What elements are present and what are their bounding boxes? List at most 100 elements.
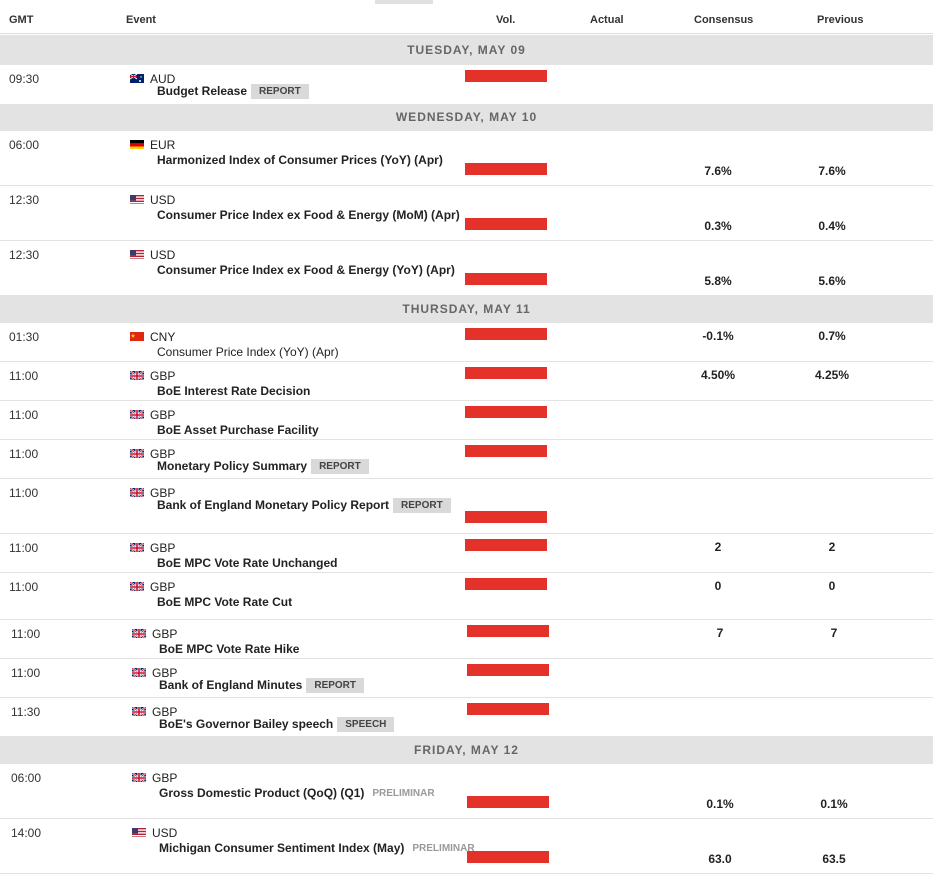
volatility-bar xyxy=(465,511,547,523)
event-name[interactable]: BoE Interest Rate Decision xyxy=(157,384,311,398)
event-name[interactable]: BoE's Governor Bailey speech xyxy=(159,717,334,731)
table-row[interactable]: 01:30 CNY Consumer Price Index (YoY) (Ap… xyxy=(0,323,933,362)
column-consensus[interactable]: Consensus xyxy=(694,14,754,26)
event-name[interactable]: Michigan Consumer Sentiment Index (May) xyxy=(159,841,405,855)
event-name[interactable]: Bank of England Minutes xyxy=(159,678,303,692)
column-actual[interactable]: Actual xyxy=(590,14,624,26)
event-time: 11:00 xyxy=(9,408,39,422)
table-row[interactable]: 11:00 GBP BoE Asset Purchase Facility xyxy=(0,401,933,440)
event-currency: USD xyxy=(152,826,178,840)
volatility-bar xyxy=(465,218,547,230)
event-time: 11:00 xyxy=(9,369,39,383)
consensus-value: 7 xyxy=(716,626,724,640)
day-header: TUESDAY, MAY 09 xyxy=(0,35,933,65)
event-name-wrap: BoE Interest Rate Decision xyxy=(157,384,310,398)
previous-value: 0 xyxy=(828,579,836,593)
volatility-bar xyxy=(467,851,549,863)
consensus-value: -0.1% xyxy=(702,329,734,343)
volatility-bar xyxy=(467,796,549,808)
gb-flag-icon xyxy=(132,706,146,716)
event-name-wrap: BoE Asset Purchase Facility xyxy=(157,423,319,437)
consensus-value: 63.0 xyxy=(708,852,732,866)
day-header: WEDNESDAY, MAY 10 xyxy=(0,105,933,131)
top-scroll-indicator xyxy=(375,0,433,4)
consensus-value: 2 xyxy=(714,540,722,554)
table-row[interactable]: 14:00 USD Michigan Consumer Sentiment In… xyxy=(0,819,933,874)
report-tag[interactable]: REPORT xyxy=(311,459,369,474)
event-name-wrap: Gross Domestic Product (QoQ) (Q1) PRELIMI… xyxy=(159,786,439,800)
event-name[interactable]: Consumer Price Index ex Food & Energy (M… xyxy=(157,208,460,222)
us-flag-icon xyxy=(130,194,144,204)
day-label: THURSDAY, MAY 11 xyxy=(402,302,531,316)
event-time: 11:00 xyxy=(9,541,39,555)
event-name[interactable]: BoE Asset Purchase Facility xyxy=(157,423,319,437)
event-name[interactable]: BoE MPC Vote Rate Hike xyxy=(159,642,300,656)
us-flag-icon xyxy=(132,827,146,837)
consensus-value: 4.50% xyxy=(700,368,736,382)
gb-flag-icon xyxy=(130,542,144,552)
gb-flag-icon xyxy=(130,370,144,380)
event-time: 11:00 xyxy=(11,627,41,641)
table-row[interactable]: 11:00 GBP Bank of England Monetary Polic… xyxy=(0,479,933,534)
previous-value: 63.5 xyxy=(822,852,846,866)
column-gmt[interactable]: GMT xyxy=(9,14,34,26)
event-name[interactable]: Monetary Policy Summary xyxy=(157,459,308,473)
table-row[interactable]: 06:00 EUR Harmonized Index of Consumer P… xyxy=(0,131,933,186)
previous-value: 2 xyxy=(828,540,836,554)
consensus-value: 0 xyxy=(714,579,722,593)
event-time: 12:30 xyxy=(9,193,40,207)
event-name[interactable]: BoE MPC Vote Rate Cut xyxy=(157,595,293,609)
event-name[interactable]: Budget Release xyxy=(157,84,248,98)
table-row[interactable]: 12:30 USD Consumer Price Index ex Food &… xyxy=(0,241,933,296)
event-time: 11:00 xyxy=(11,666,41,680)
event-time: 09:30 xyxy=(9,72,40,86)
event-currency: GBP xyxy=(150,408,176,422)
event-name[interactable]: Gross Domestic Product (QoQ) (Q1) xyxy=(159,786,365,800)
event-currency: GBP xyxy=(150,369,176,383)
consensus-value: 7.6% xyxy=(704,164,732,178)
event-currency: GBP xyxy=(152,771,178,785)
event-name[interactable]: Consumer Price Index (YoY) (Apr) xyxy=(157,345,339,359)
previous-value: 5.6% xyxy=(818,274,846,288)
event-name-wrap: BoE MPC Vote Rate Hike xyxy=(159,642,299,656)
table-row[interactable]: 06:00 GBP Gross Domestic Product (QoQ) (… xyxy=(0,764,933,819)
table-row[interactable]: 11:00 GBP BoE MPC Vote Rate Unchanged 2 … xyxy=(0,534,933,573)
volatility-bar xyxy=(465,328,547,340)
event-currency: EUR xyxy=(150,138,176,152)
volatility-bar xyxy=(467,703,549,715)
table-row[interactable]: 11:00 GBP BoE MPC Vote Rate Hike 7 7 xyxy=(0,620,933,659)
report-tag[interactable]: REPORT xyxy=(393,498,451,513)
table-row[interactable]: 11:00 GBP BoE Interest Rate Decision 4.5… xyxy=(0,362,933,401)
event-name[interactable]: Bank of England Monetary Policy Report xyxy=(157,498,390,512)
report-tag[interactable]: REPORT xyxy=(306,678,365,693)
table-row[interactable]: 11:00 GBP Bank of England Minutes REPORT xyxy=(0,659,933,698)
previous-value: 7 xyxy=(830,626,838,640)
previous-value: 7.6% xyxy=(818,164,846,178)
speech-tag[interactable]: SPEECH xyxy=(337,717,395,732)
day-header: THURSDAY, MAY 11 xyxy=(0,296,933,323)
event-currency: GBP xyxy=(152,627,178,641)
event-name[interactable]: Consumer Price Index ex Food & Energy (Y… xyxy=(157,263,455,277)
table-row[interactable]: 11:30 GBP BoE's Governor Bailey speech SP… xyxy=(0,698,933,737)
event-name[interactable]: BoE MPC Vote Rate Unchanged xyxy=(157,556,338,570)
event-name-wrap: Bank of England Minutes REPORT xyxy=(159,678,365,693)
day-header: FRIDAY, MAY 12 xyxy=(0,737,933,764)
column-event[interactable]: Event xyxy=(126,14,156,26)
table-row[interactable]: 11:00 GBP Monetary Policy Summary REPORT xyxy=(0,440,933,479)
de-flag-icon xyxy=(130,139,144,149)
table-row[interactable]: 12:30 USD Consumer Price Index ex Food &… xyxy=(0,186,933,241)
table-row[interactable]: 09:30 AUD Budget Release REPORT xyxy=(0,65,933,105)
gb-flag-icon xyxy=(130,448,144,458)
event-currency: GBP xyxy=(150,580,176,594)
event-time: 06:00 xyxy=(11,771,42,785)
table-row[interactable]: 11:00 GBP BoE MPC Vote Rate Cut 0 0 xyxy=(0,573,933,620)
event-name-wrap: BoE MPC Vote Rate Cut xyxy=(157,595,292,609)
column-previous[interactable]: Previous xyxy=(817,14,864,26)
volatility-bar xyxy=(465,578,547,590)
previous-value: 4.25% xyxy=(814,368,850,382)
report-tag[interactable]: REPORT xyxy=(251,84,309,99)
event-currency: CNY xyxy=(150,330,176,344)
consensus-value: 0.1% xyxy=(706,797,734,811)
column-vol[interactable]: Vol. xyxy=(496,14,516,26)
event-name[interactable]: Harmonized Index of Consumer Prices (YoY… xyxy=(157,153,443,167)
